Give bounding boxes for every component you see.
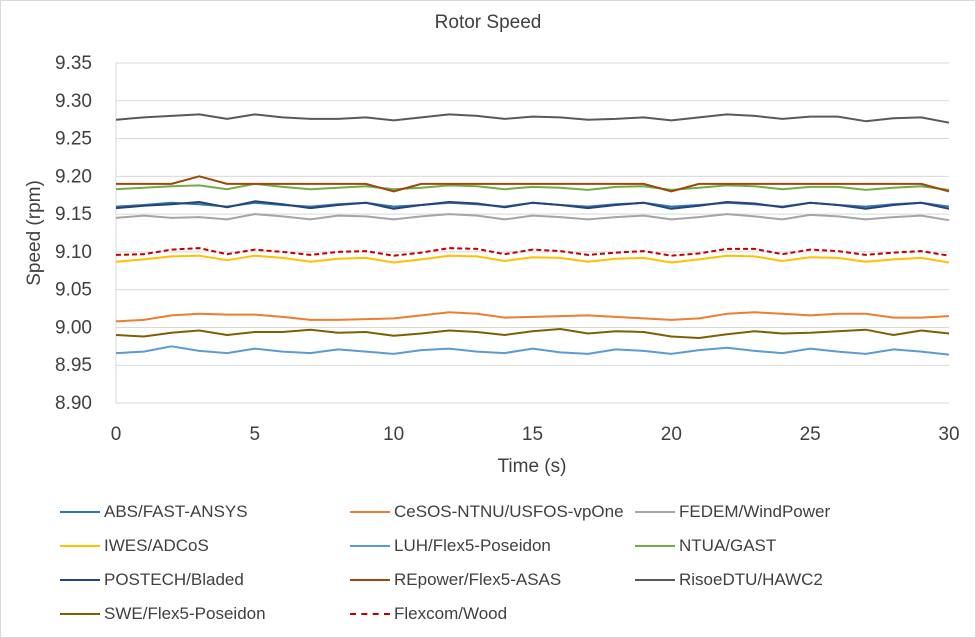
y-tick-label: 9.15 — [55, 204, 92, 225]
legend-item: NTUA/GAST — [635, 534, 776, 558]
legend-swatch — [635, 511, 675, 513]
series-line-8 — [115, 113, 950, 124]
y-tick-label: 9.05 — [55, 280, 92, 301]
series-line-2 — [115, 213, 950, 222]
legend-swatch — [60, 613, 100, 615]
x-tick-label: 30 — [938, 424, 959, 445]
legend-item: LUH/Flex5-Poseidon — [350, 534, 551, 558]
legend-swatch — [60, 545, 100, 547]
series-line-7 — [116, 175, 950, 193]
x-tick-labels: 0 5 10 15 20 25 30 — [111, 424, 960, 445]
legend-item: ABS/FAST-ANSYS — [60, 500, 248, 524]
x-axis-label: Time (s) — [498, 456, 567, 477]
legend-item: POSTECH/Bladed — [60, 568, 244, 592]
legend-label: POSTECH/Bladed — [104, 570, 244, 589]
x-tick-label: 25 — [800, 424, 821, 445]
series-line-9 — [115, 328, 950, 339]
legend-swatch — [60, 511, 100, 513]
x-tick-label: 5 — [250, 424, 261, 445]
x-tick-label: 10 — [383, 424, 404, 445]
y-tick-label: 9.30 — [55, 91, 92, 112]
y-tick-label: 9.20 — [55, 166, 92, 187]
legend-swatch — [350, 579, 390, 581]
legend-swatch — [350, 613, 390, 615]
series-line-4 — [115, 345, 950, 356]
legend-swatch — [635, 579, 675, 581]
legend-item: RisoeDTU/HAWC2 — [635, 568, 823, 592]
legend-item: Flexcom/Wood — [350, 602, 507, 626]
series-lines — [115, 113, 950, 356]
legend-label: IWES/ADCoS — [104, 536, 209, 555]
y-tick-labels: 8.90 8.95 9.00 9.05 9.10 9.15 9.20 9.25 9.30 9.35 — [55, 53, 92, 414]
plot-area: 8.90 8.95 9.00 9.05 9.10 9.15 9.20 9.25 9.30 9.35… — [24, 53, 960, 477]
y-tick-label: 9.00 — [55, 317, 92, 338]
legend-item: IWES/ADCoS — [60, 534, 209, 558]
y-tick-label: 8.90 — [55, 393, 92, 414]
legend-swatch — [350, 511, 390, 513]
series-line-1 — [115, 311, 950, 323]
legend-label: NTUA/GAST — [679, 536, 777, 555]
legend-label: CeSOS-NTNU/USFOS-vpOne — [394, 502, 624, 521]
y-tick-label: 9.10 — [55, 242, 92, 263]
legend-item: SWE/Flex5-Poseidon — [60, 602, 266, 626]
legend-label: Flexcom/Wood — [394, 604, 508, 623]
x-tick-label: 0 — [111, 424, 122, 445]
legend-swatch — [350, 545, 390, 547]
x-tick-label: 15 — [522, 424, 543, 445]
chart-title: Rotor Speed — [434, 12, 542, 33]
y-tick-label: 9.35 — [55, 53, 92, 74]
y-tick-label: 8.95 — [55, 355, 92, 376]
gridlines — [115, 62, 949, 404]
legend-label: RisoeDTU/HAWC2 — [679, 570, 823, 589]
x-tick-label: 20 — [661, 424, 682, 445]
series-line-6 — [115, 200, 950, 210]
series-line-10 — [115, 247, 950, 257]
y-axis-label: Speed (rpm) — [24, 180, 45, 286]
legend-item: REpower/Flex5-ASAS — [350, 568, 561, 592]
legend-label: SWE/Flex5-Poseidon — [104, 604, 266, 623]
legend-label: ABS/FAST-ANSYS — [104, 502, 248, 521]
y-tick-label: 9.25 — [55, 129, 92, 150]
legend-label: REpower/Flex5-ASAS — [394, 570, 562, 589]
legend-swatch — [60, 579, 100, 581]
legend-label: FEDEM/WindPower — [679, 502, 831, 521]
legend-item: FEDEM/WindPower — [635, 500, 830, 524]
legend-item: CeSOS-NTNU/USFOS-vpOne — [350, 500, 624, 524]
legend-swatch — [635, 545, 675, 547]
series-line-3 — [115, 254, 950, 264]
legend-label: LUH/Flex5-Poseidon — [394, 536, 551, 555]
